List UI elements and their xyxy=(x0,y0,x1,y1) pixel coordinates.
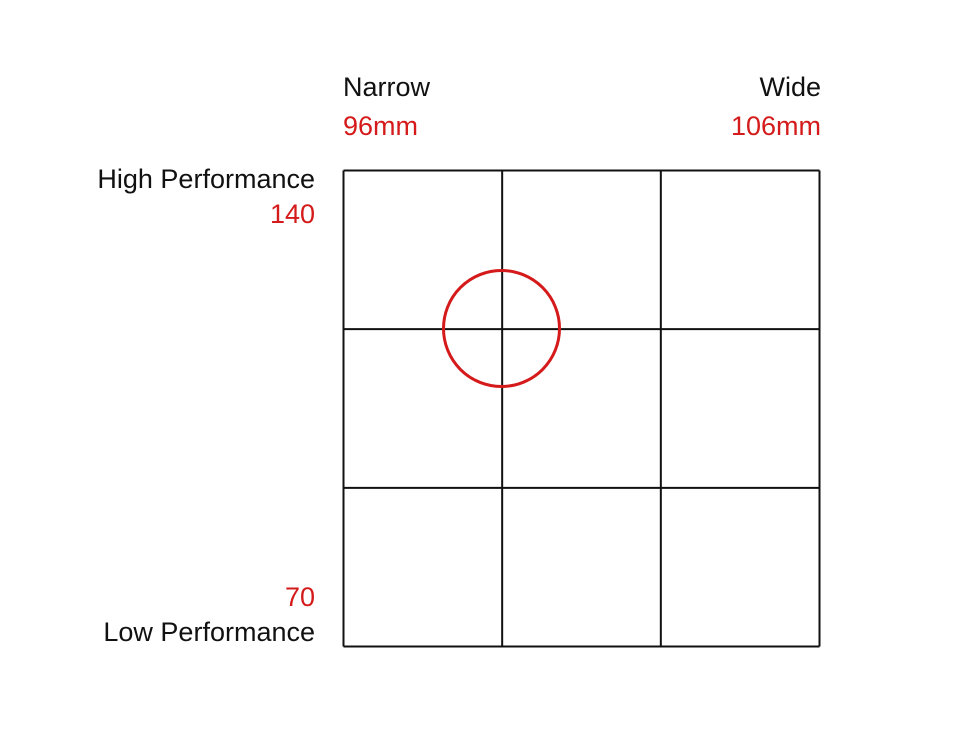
low-performance-value: 70 xyxy=(284,582,315,612)
highlight-circle xyxy=(442,269,561,388)
high-performance-value: 140 xyxy=(269,199,315,229)
narrow-label: Narrow xyxy=(343,72,431,102)
narrow-value: 96mm xyxy=(343,111,419,141)
high-performance-label: High Performance xyxy=(97,164,315,194)
wide-value: 106mm xyxy=(730,111,821,141)
wide-label: Wide xyxy=(759,72,821,102)
low-performance-label: Low Performance xyxy=(103,617,315,647)
